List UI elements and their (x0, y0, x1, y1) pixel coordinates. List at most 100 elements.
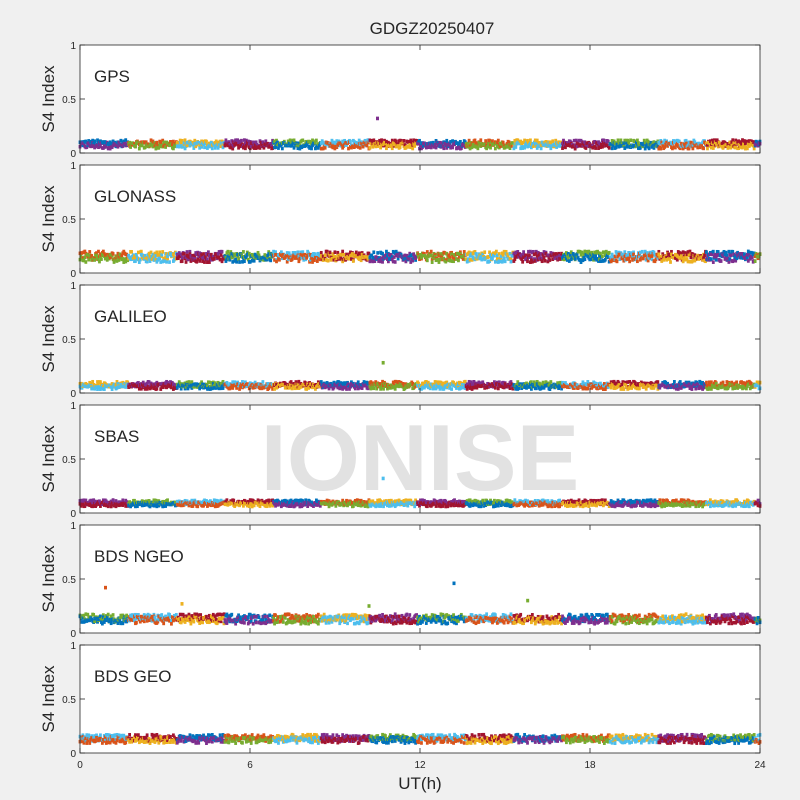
data-point (326, 382, 330, 386)
data-point (599, 259, 602, 264)
data-point (520, 386, 524, 391)
panel-data-points (78, 249, 762, 264)
data-point (659, 146, 663, 151)
data-point (557, 386, 561, 391)
data-point (269, 258, 273, 263)
data-point (479, 254, 483, 259)
data-point (397, 384, 401, 389)
data-point (665, 255, 669, 260)
data-point (159, 387, 163, 391)
data-point (103, 140, 107, 144)
data-point (234, 383, 238, 388)
data-point (214, 502, 218, 506)
data-point (326, 258, 330, 263)
data-point (206, 260, 209, 264)
data-point (365, 143, 369, 148)
data-point (244, 144, 248, 148)
data-point (121, 498, 125, 503)
data-point (726, 382, 730, 387)
data-point (323, 253, 327, 257)
data-point (448, 386, 452, 390)
data-point (601, 140, 605, 145)
data-point (504, 249, 508, 254)
data-point (603, 253, 607, 258)
data-point (474, 252, 478, 256)
data-point (88, 250, 92, 254)
data-point (314, 387, 317, 391)
data-point (439, 380, 443, 385)
data-point (293, 251, 297, 255)
data-point (677, 139, 681, 144)
data-point (706, 143, 709, 148)
data-point (370, 139, 374, 143)
data-point (376, 498, 380, 503)
data-point (741, 145, 744, 150)
data-point (509, 380, 513, 384)
data-point (714, 382, 718, 386)
data-point (609, 142, 613, 146)
data-point (724, 255, 728, 260)
data-point (707, 383, 710, 388)
data-point (84, 260, 88, 264)
data-point (396, 256, 400, 261)
data-point (263, 253, 267, 257)
data-point (529, 255, 533, 260)
data-point (411, 146, 415, 151)
data-point (206, 257, 209, 261)
data-point (544, 380, 548, 384)
data-point (414, 498, 418, 503)
data-point (574, 138, 578, 143)
data-point (266, 141, 270, 146)
data-point (366, 140, 370, 145)
data-point (135, 252, 138, 257)
data-point (107, 143, 111, 147)
data-point (162, 504, 166, 509)
data-point (588, 257, 592, 262)
data-point (243, 144, 246, 148)
data-point (389, 503, 393, 508)
data-point (216, 251, 220, 256)
data-point (631, 258, 634, 262)
data-point (240, 382, 243, 387)
data-point (326, 502, 330, 506)
data-point (679, 254, 683, 258)
data-point (265, 257, 269, 262)
data-point (546, 144, 550, 148)
data-point (647, 146, 651, 151)
data-point (443, 251, 447, 255)
data-point (600, 142, 603, 147)
data-point (549, 146, 553, 151)
data-point (133, 254, 136, 259)
data-point (333, 146, 337, 151)
data-point (444, 259, 448, 264)
data-point (325, 498, 329, 503)
data-point (529, 387, 533, 391)
data-point (321, 254, 325, 259)
data-point (418, 138, 421, 143)
data-point (93, 258, 96, 262)
data-point (534, 386, 538, 391)
data-point (128, 140, 132, 145)
data-point (534, 249, 538, 254)
data-point (123, 257, 127, 261)
data-point (118, 385, 122, 389)
data-point (657, 249, 661, 254)
data-point (475, 144, 479, 148)
data-point (360, 386, 364, 390)
data-point (212, 498, 216, 503)
data-point (741, 252, 744, 256)
data-point (429, 253, 433, 258)
data-point (229, 250, 233, 254)
data-point (541, 380, 545, 385)
data-point (185, 380, 189, 385)
data-point (550, 253, 554, 258)
data-point (378, 256, 382, 260)
data-point (334, 142, 338, 147)
data-point (322, 382, 326, 387)
data-point (387, 498, 391, 503)
data-point (189, 383, 193, 387)
data-point (427, 145, 431, 149)
data-point (661, 144, 665, 148)
data-point (273, 139, 276, 144)
